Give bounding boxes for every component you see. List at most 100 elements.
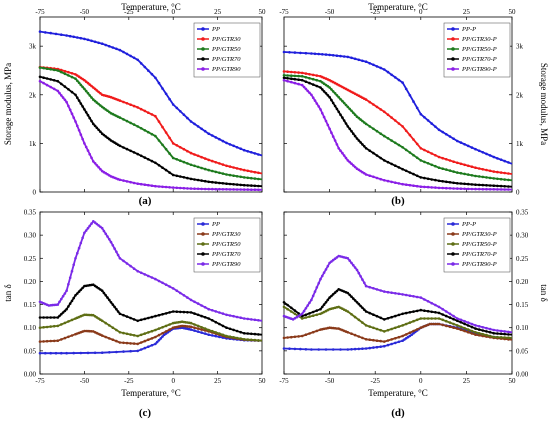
data-point xyxy=(42,81,45,85)
data-point xyxy=(193,164,196,168)
data-point xyxy=(147,130,150,134)
data-point xyxy=(423,176,426,180)
data-point xyxy=(445,310,448,313)
data-point xyxy=(357,271,361,275)
data-point xyxy=(88,152,91,156)
data-point xyxy=(434,303,437,307)
data-point xyxy=(60,323,63,326)
data-point xyxy=(60,351,63,355)
data-point xyxy=(228,188,232,191)
data-point xyxy=(171,287,175,290)
data-point xyxy=(232,328,235,332)
data-point xyxy=(63,72,67,76)
data-point xyxy=(293,81,297,85)
data-point xyxy=(352,111,355,115)
data-point xyxy=(122,341,125,345)
y-axis-label-modulus-right: Storage modulus, MPa xyxy=(539,63,549,145)
data-point xyxy=(488,327,492,331)
data-point xyxy=(350,348,353,351)
data-point xyxy=(432,322,435,326)
data-point xyxy=(207,180,210,184)
data-point xyxy=(125,147,129,151)
data-point xyxy=(88,116,91,120)
data-point xyxy=(232,144,235,148)
data-point xyxy=(397,143,401,147)
data-point xyxy=(477,149,481,153)
data-point xyxy=(239,316,242,320)
data-point xyxy=(253,184,257,188)
series-1 xyxy=(38,65,263,175)
data-point xyxy=(419,185,423,188)
data-point xyxy=(175,186,179,190)
data-point xyxy=(401,167,404,171)
legend-label: PP/GTR70 xyxy=(211,56,241,63)
data-point xyxy=(379,108,383,111)
data-point xyxy=(60,297,63,301)
legend-label: PP xyxy=(211,221,220,228)
data-point xyxy=(90,96,93,99)
data-point xyxy=(125,102,129,105)
data-point xyxy=(386,113,390,116)
data-point xyxy=(168,285,171,288)
data-point xyxy=(386,137,390,140)
legend-marker xyxy=(201,67,205,71)
legend-marker xyxy=(201,37,205,41)
data-point xyxy=(397,313,401,317)
data-point xyxy=(77,129,81,132)
data-point xyxy=(434,311,437,314)
data-point xyxy=(503,171,507,175)
data-point xyxy=(122,100,125,104)
data-point xyxy=(93,40,97,44)
data-point xyxy=(186,296,189,299)
data-point xyxy=(60,94,63,97)
data-point xyxy=(42,66,45,70)
data-point xyxy=(136,125,139,128)
data-point xyxy=(397,78,401,82)
data-point xyxy=(297,82,300,86)
data-point xyxy=(200,314,203,318)
y-tick-label: 0 xyxy=(516,189,520,197)
data-point xyxy=(415,328,419,331)
data-point xyxy=(311,77,315,81)
data-point xyxy=(52,68,56,72)
data-point xyxy=(129,54,132,58)
data-point xyxy=(193,312,196,315)
data-point xyxy=(81,137,84,141)
data-point xyxy=(297,71,300,74)
data-point xyxy=(154,114,157,118)
data-point xyxy=(459,182,463,185)
data-point xyxy=(164,312,168,315)
data-point xyxy=(419,147,423,150)
data-point xyxy=(207,187,210,191)
series-4 xyxy=(282,254,513,334)
data-point xyxy=(92,160,95,163)
data-point xyxy=(361,321,364,324)
data-point xyxy=(481,168,485,171)
data-point xyxy=(293,312,297,316)
data-point xyxy=(470,325,474,329)
data-point xyxy=(143,183,147,186)
data-point xyxy=(232,174,235,177)
data-point xyxy=(118,99,122,102)
data-point xyxy=(348,107,352,111)
data-point xyxy=(168,328,171,331)
data-point xyxy=(353,266,357,269)
data-point xyxy=(339,348,342,351)
data-point xyxy=(111,338,115,342)
data-point xyxy=(154,328,157,332)
data-point xyxy=(324,92,328,95)
data-point xyxy=(434,164,437,168)
data-point xyxy=(147,183,150,187)
data-point xyxy=(445,133,448,136)
data-point xyxy=(308,81,311,85)
data-point xyxy=(364,347,368,350)
data-point xyxy=(319,277,322,281)
data-point xyxy=(72,35,75,39)
data-point xyxy=(470,322,474,326)
data-point xyxy=(235,175,239,178)
data-point xyxy=(56,79,60,83)
data-point xyxy=(157,164,161,167)
data-point xyxy=(328,127,331,131)
legend-label: PP/GTR50 xyxy=(211,46,241,53)
series-2 xyxy=(282,305,513,340)
